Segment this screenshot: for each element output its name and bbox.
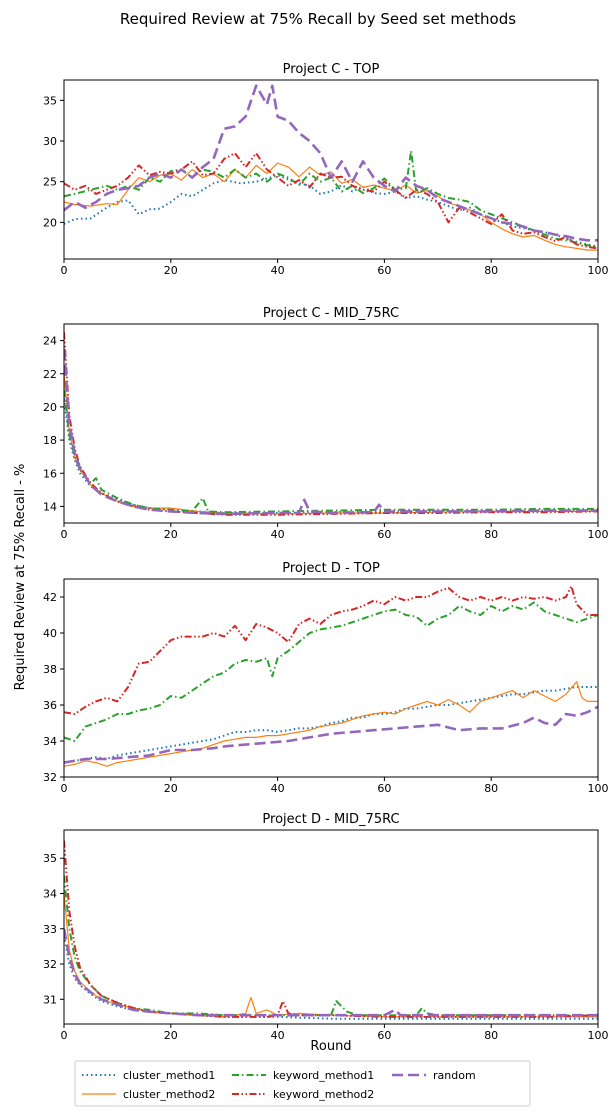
series-line-random bbox=[64, 84, 598, 242]
x-tick-label: 80 bbox=[484, 264, 498, 277]
x-tick-label: 0 bbox=[61, 264, 68, 277]
x-tick-label: 80 bbox=[484, 528, 498, 541]
y-tick-label: 38 bbox=[43, 663, 57, 676]
y-tick-label: 31 bbox=[43, 993, 57, 1006]
y-tick-label: 33 bbox=[43, 923, 57, 936]
series-line-keyword_method1 bbox=[64, 601, 598, 742]
x-tick-label: 60 bbox=[377, 1029, 391, 1042]
legend: cluster_method1 cluster_method2 keyword_me… bbox=[74, 1060, 531, 1107]
x-tick-label: 100 bbox=[588, 1029, 609, 1042]
series-line-cluster_method2 bbox=[64, 681, 598, 767]
series-line-keyword_method2 bbox=[64, 152, 598, 250]
x-tick-label: 20 bbox=[164, 782, 178, 795]
y-tick-label: 22 bbox=[43, 368, 57, 381]
series-lines bbox=[64, 840, 598, 1020]
series-line-cluster_method2 bbox=[64, 893, 598, 1018]
x-tick-label: 40 bbox=[271, 264, 285, 277]
plot-frame bbox=[63, 829, 599, 1025]
x-tick-label: 100 bbox=[588, 264, 609, 277]
y-tick-label: 32 bbox=[43, 958, 57, 971]
x-tick-label: 0 bbox=[61, 782, 68, 795]
y-tick-label: 40 bbox=[43, 627, 57, 640]
subplot-title: Project C - TOP bbox=[283, 62, 380, 77]
x-tick-label: 80 bbox=[484, 782, 498, 795]
legend-label: keyword_method1 bbox=[273, 1069, 374, 1082]
series-line-cluster_method1 bbox=[64, 935, 598, 1020]
y-tick-label: 32 bbox=[43, 771, 57, 784]
plot-frame bbox=[63, 323, 599, 524]
x-tick-label: 20 bbox=[164, 528, 178, 541]
series-line-cluster_method1 bbox=[64, 398, 598, 514]
y-tick-label: 35 bbox=[43, 94, 57, 107]
x-tick-label: 60 bbox=[377, 264, 391, 277]
legend-label: keyword_method2 bbox=[273, 1088, 374, 1101]
x-tick-label: 40 bbox=[271, 528, 285, 541]
x-tick-label: 60 bbox=[377, 528, 391, 541]
x-tick-label: 100 bbox=[588, 782, 609, 795]
x-tick-label: 0 bbox=[61, 1029, 68, 1042]
y-tick-label: 20 bbox=[43, 216, 57, 229]
subplot-1: Project C - TOP 0 20 40 60 80 100 20 25 30 35 bbox=[43, 62, 609, 277]
x-tick-label: 100 bbox=[588, 528, 609, 541]
subplot-3: Project D - TOP 0 20 40 60 80 100 32 34 36 38 40 42 bbox=[43, 561, 609, 795]
plot-frame bbox=[63, 79, 599, 260]
series-lines bbox=[64, 84, 598, 251]
x-tick-label: 20 bbox=[164, 264, 178, 277]
legend-label: cluster_method2 bbox=[123, 1088, 215, 1101]
series-line-keyword_method2 bbox=[64, 332, 598, 516]
x-tick-label: 60 bbox=[377, 782, 391, 795]
series-line-cluster_method2 bbox=[64, 373, 598, 515]
y-tick-label: 16 bbox=[43, 467, 57, 480]
y-tick-label: 25 bbox=[43, 176, 57, 189]
series-line-cluster_method1 bbox=[64, 174, 598, 248]
y-axis-label: Required Review at 75% Recall - % bbox=[13, 464, 28, 691]
subplot-title: Project C - MID_75RC bbox=[263, 306, 399, 321]
y-tick-label: 18 bbox=[43, 434, 57, 447]
x-tick-label: 0 bbox=[61, 528, 68, 541]
series-line-keyword_method2 bbox=[64, 840, 598, 1018]
x-tick-label: 40 bbox=[271, 782, 285, 795]
y-tick-label: 34 bbox=[43, 735, 57, 748]
y-tick-label: 24 bbox=[43, 335, 57, 348]
y-tick-label: 14 bbox=[43, 500, 57, 513]
figure-title: Required Review at 75% Recall by Seed se… bbox=[120, 10, 516, 28]
series-line-random bbox=[64, 705, 598, 764]
y-tick-label: 34 bbox=[43, 887, 57, 900]
series-line-keyword_method2 bbox=[64, 585, 598, 715]
x-axis-label: Round bbox=[310, 1039, 351, 1054]
x-tick-label: 40 bbox=[271, 1029, 285, 1042]
series-line-keyword_method1 bbox=[64, 875, 598, 1017]
subplot-4: Project D - MID_75RC 0 20 40 60 80 100 31 32 33 34… bbox=[43, 812, 609, 1042]
legend-box bbox=[74, 1060, 531, 1107]
x-tick-label: 80 bbox=[484, 1029, 498, 1042]
series-line-keyword_method1 bbox=[64, 390, 598, 514]
series-line-keyword_method1 bbox=[64, 149, 598, 248]
y-tick-label: 30 bbox=[43, 135, 57, 148]
legend-label: random bbox=[433, 1069, 476, 1082]
series-lines bbox=[64, 332, 598, 516]
series-line-random bbox=[64, 928, 598, 1017]
x-tick-label: 20 bbox=[164, 1029, 178, 1042]
y-tick-label: 36 bbox=[43, 699, 57, 712]
plot-frame bbox=[63, 578, 599, 778]
y-tick-label: 42 bbox=[43, 591, 57, 604]
series-lines bbox=[64, 585, 598, 767]
subplot-title: Project D - TOP bbox=[282, 561, 380, 576]
series-line-random bbox=[64, 348, 598, 516]
y-tick-label: 20 bbox=[43, 401, 57, 414]
subplot-2: Project C - MID_75RC 0 20 40 60 80 100 14 16 18 20… bbox=[43, 306, 609, 541]
legend-label: cluster_method1 bbox=[123, 1069, 215, 1082]
subplot-title: Project D - MID_75RC bbox=[262, 812, 399, 827]
series-line-cluster_method1 bbox=[64, 686, 598, 764]
y-tick-label: 35 bbox=[43, 852, 57, 865]
